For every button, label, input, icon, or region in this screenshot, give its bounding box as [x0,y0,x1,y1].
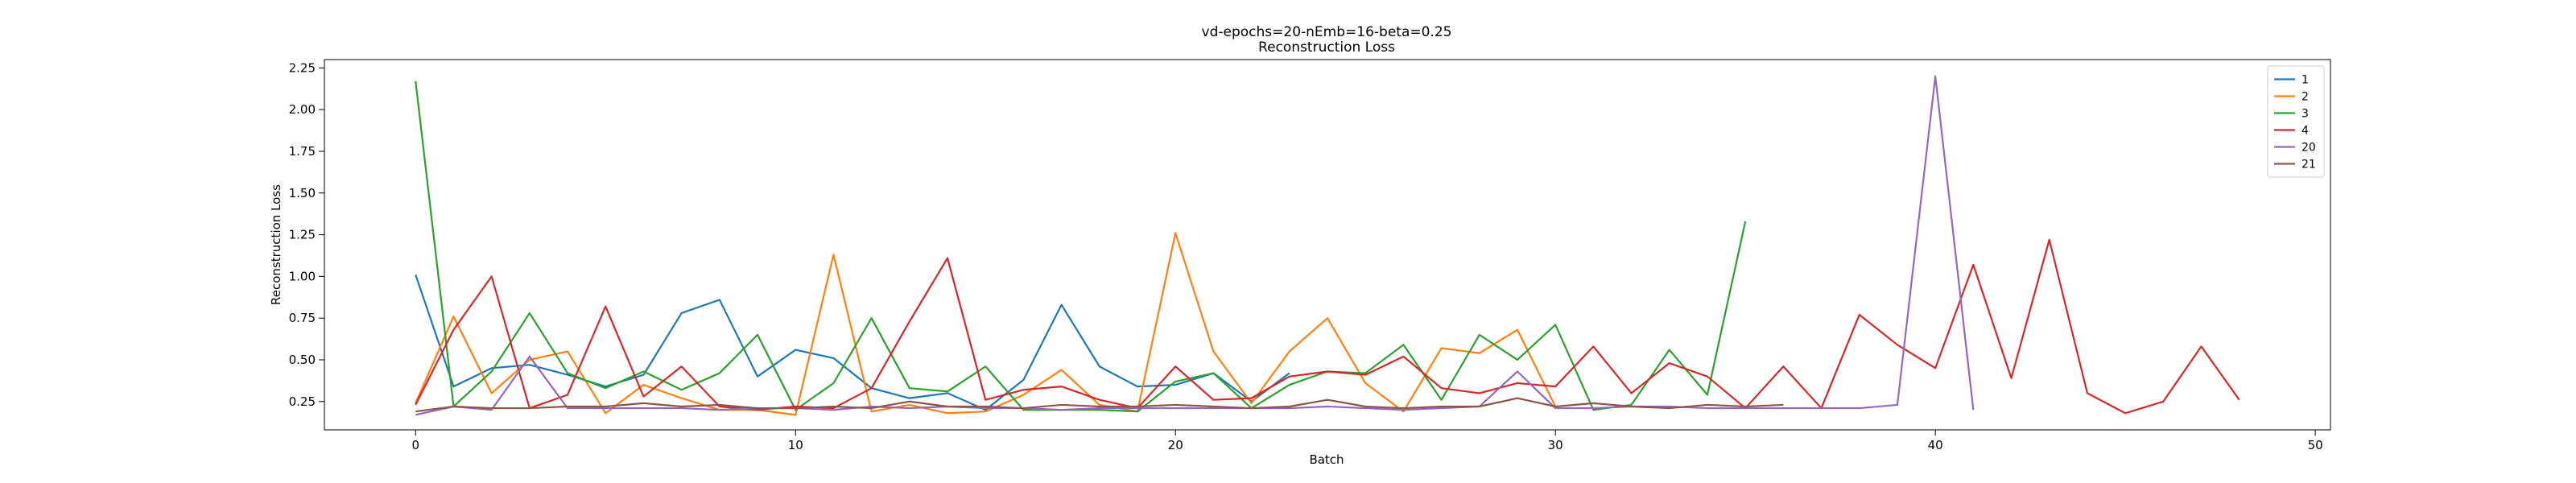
y-tick-label: 2.25 [289,60,316,75]
chart-subtitle: Reconstruction Loss [1258,39,1395,56]
y-axis-label: Reconstruction Loss [269,184,283,305]
legend: 1 2 3 4 20 21 [2267,65,2325,178]
y-tick-label: 0.25 [289,394,316,409]
series-line-1 [415,274,1290,411]
series-line-20 [415,75,1975,416]
y-tick-label: 1.00 [289,269,316,283]
y-tick-label: 2.00 [289,102,316,117]
series-line-4 [415,238,2240,415]
legend-label-3: 3 [2301,108,2309,121]
x-tick-label: 40 [1928,438,1943,452]
y-tick-label: 0.50 [289,353,316,367]
x-tick-label: 50 [2308,438,2323,452]
y-axis-ticks: 0.25 0.50 0.75 1.00 1.25 1.50 1.75 2.00 2.25 [289,60,324,409]
y-tick-label: 1.50 [289,186,316,200]
x-axis-label: Batch [1309,452,1344,467]
legend-label-20: 20 [2301,142,2316,155]
x-tick-label: 20 [1168,438,1183,452]
x-axis-ticks: 0 10 20 30 40 50 [411,430,2323,452]
legend-label-4: 4 [2301,125,2309,138]
legend-label-1: 1 [2301,74,2309,87]
series-layer [415,75,2240,416]
plot-frame [324,59,2331,431]
x-tick-label: 10 [788,438,803,452]
legend-label-2: 2 [2301,91,2309,104]
legend-label-21: 21 [2301,159,2316,171]
series-line-21 [415,397,1784,413]
legend-box [2267,65,2325,178]
x-tick-label: 0 [411,438,419,452]
y-tick-label: 1.75 [289,144,316,159]
chart-title: vd-epochs=20-nEmb=16-beta=0.25 [1202,24,1452,40]
x-tick-label: 30 [1548,438,1563,452]
series-line-2 [415,232,1557,416]
y-tick-label: 0.75 [289,311,316,325]
y-tick-label: 1.25 [289,228,316,242]
